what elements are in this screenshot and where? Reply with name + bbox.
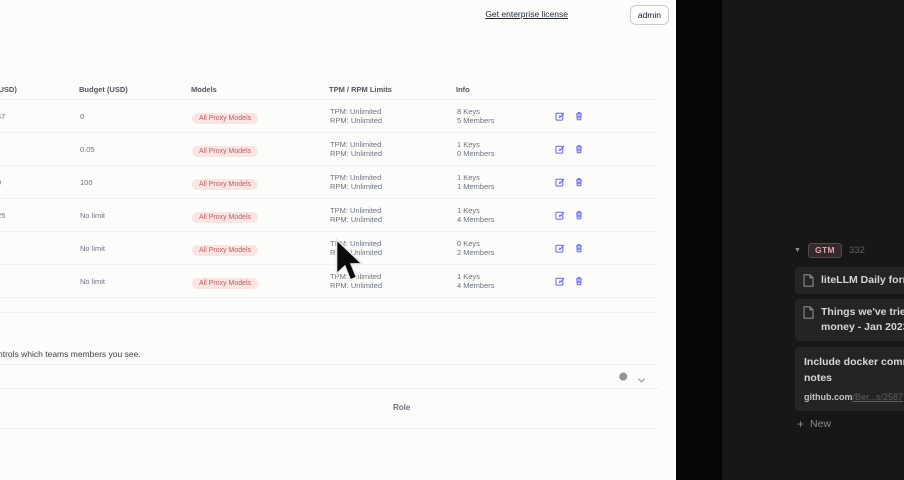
- members-count: 2 Members: [457, 248, 495, 257]
- rpm-limit: RPM: Unlimited: [330, 116, 383, 125]
- keys-count: 1 Keys: [457, 272, 480, 281]
- dark-gap: [676, 0, 722, 480]
- models-badge: All Proxy Models: [192, 113, 259, 124]
- table-header-row: (USD) Budget (USD) Models TPM / RPM Limi…: [0, 80, 658, 100]
- top-bar: Get enterprise license admin: [0, 3, 676, 27]
- models-badge: All Proxy Models: [192, 278, 259, 289]
- tpm-limit: TPM: Unlimited: [330, 173, 382, 182]
- col-header-limits: TPM / RPM Limits: [329, 85, 392, 94]
- note-title-line2: notes: [804, 372, 833, 384]
- rpm-limit: RPM: Unlimited: [330, 281, 383, 290]
- members-count: 0 Members: [457, 149, 495, 158]
- table-row: 0.05 All Proxy Models TPM: Unlimited RPM:…: [0, 133, 658, 166]
- models-badge: All Proxy Models: [192, 146, 259, 157]
- delete-icon[interactable]: [574, 111, 584, 121]
- rpm-limit: RPM: Unlimited: [330, 182, 383, 191]
- rpm-limit: RPM: Unlimited: [330, 248, 383, 257]
- table-row: 25 No limit All Proxy Models TPM: Unlimi…: [0, 199, 658, 232]
- tpm-limit: TPM: Unlimited: [330, 206, 382, 215]
- tpm-limit: TPM: Unlimited: [330, 107, 382, 116]
- note-title-line1: Include docker comma: [804, 356, 904, 368]
- edit-icon[interactable]: [555, 276, 565, 286]
- table-row: No limit All Proxy Models TPM: Unlimited…: [0, 232, 658, 265]
- edit-icon[interactable]: [555, 177, 565, 187]
- keys-count: 0 Keys: [457, 239, 480, 248]
- page-icon: [803, 306, 814, 319]
- notes-panel: ▼ GTM 332 liteLLM Daily forma Things we'…: [722, 0, 904, 480]
- col-header-budget: Budget (USD): [79, 85, 128, 94]
- spend-value: 9: [0, 178, 80, 187]
- table-row: 47 0 All Proxy Models TPM: UnlimitedRPM:…: [0, 100, 658, 133]
- new-label: New: [810, 418, 832, 430]
- table-row: 9 100 All Proxy Models TPM: UnlimitedRPM…: [0, 166, 658, 199]
- chevron-down-icon[interactable]: [637, 372, 646, 383]
- delete-icon[interactable]: [574, 177, 584, 187]
- settings-accordion-row[interactable]: [0, 364, 658, 389]
- col-header-info: Info: [456, 85, 470, 94]
- new-item-button[interactable]: + New: [797, 418, 831, 430]
- keys-count: 1 Keys: [457, 206, 480, 215]
- admin-dashboard: Get enterprise license admin (USD) Budge…: [0, 3, 676, 429]
- budget-value: No limit: [80, 243, 106, 253]
- rpm-limit: RPM: Unlimited: [330, 215, 383, 224]
- members-count: 4 Members: [457, 281, 495, 290]
- edit-icon[interactable]: [555, 243, 565, 253]
- models-badge: All Proxy Models: [192, 179, 259, 190]
- budget-value: 0: [80, 111, 85, 121]
- teams-table: (USD) Budget (USD) Models TPM / RPM Limi…: [0, 80, 658, 298]
- note-title: liteLLM Daily forma: [821, 274, 904, 286]
- section-divider: [0, 312, 658, 313]
- col-header-spend: (USD): [0, 85, 17, 94]
- tpm-limit: TPM: Unlimited: [330, 239, 382, 248]
- edit-icon[interactable]: [555, 111, 565, 121]
- delete-icon[interactable]: [574, 144, 584, 154]
- budget-value: 0.05: [80, 144, 95, 154]
- tpm-limit: TPM: Unlimited: [330, 140, 382, 149]
- table-row: No limit All Proxy Models TPM: Unlimited…: [0, 265, 658, 298]
- delete-icon[interactable]: [574, 243, 584, 253]
- tpm-limit: TPM: Unlimited: [330, 272, 382, 281]
- role-table-divider: [0, 428, 658, 429]
- note-card[interactable]: Things we've tried money - Jan 2023: [795, 299, 904, 341]
- rpm-limit: RPM: Unlimited: [330, 149, 383, 158]
- models-badge: All Proxy Models: [192, 212, 259, 223]
- keys-count: 1 Keys: [457, 140, 480, 149]
- plus-icon: +: [797, 417, 805, 431]
- github-link[interactable]: github.com/Ber...s/2587: [804, 392, 904, 402]
- spend-value: 25: [0, 210, 6, 220]
- admin-user-button[interactable]: admin: [629, 5, 669, 25]
- role-column-header: Role: [393, 403, 411, 412]
- keys-count: 8 Keys: [457, 107, 480, 116]
- delete-icon[interactable]: [574, 210, 584, 220]
- budget-value: No limit: [80, 276, 106, 286]
- gear-icon[interactable]: [616, 370, 629, 383]
- group-tag[interactable]: GTM: [807, 243, 843, 258]
- spend-value: 47: [0, 111, 6, 121]
- group-header: ▼ GTM 332: [794, 243, 865, 258]
- teams-visibility-description: ntrols which teams members you see.: [0, 349, 141, 359]
- note-card[interactable]: Include docker comma notes github.com/Ber…: [795, 347, 904, 411]
- members-count: 1 Members: [457, 182, 495, 191]
- members-count: 5 Members: [457, 116, 495, 125]
- note-card[interactable]: liteLLM Daily forma: [795, 267, 904, 294]
- get-enterprise-license-link[interactable]: Get enterprise license: [485, 9, 568, 19]
- members-count: 4 Members: [457, 215, 495, 224]
- col-header-models: Models: [191, 85, 217, 94]
- note-title-line2: money - Jan 2023: [821, 321, 904, 333]
- triangle-down-icon[interactable]: ▼: [794, 247, 801, 254]
- budget-value: No limit: [80, 210, 106, 220]
- edit-icon[interactable]: [555, 210, 565, 220]
- models-badge: All Proxy Models: [192, 245, 259, 256]
- keys-count: 1 Keys: [457, 173, 480, 182]
- note-title-line1: Things we've tried: [821, 306, 904, 318]
- budget-value: 100: [80, 177, 93, 187]
- group-count: 332: [849, 245, 865, 256]
- edit-icon[interactable]: [555, 144, 565, 154]
- page-icon: [803, 274, 814, 287]
- delete-icon[interactable]: [574, 276, 584, 286]
